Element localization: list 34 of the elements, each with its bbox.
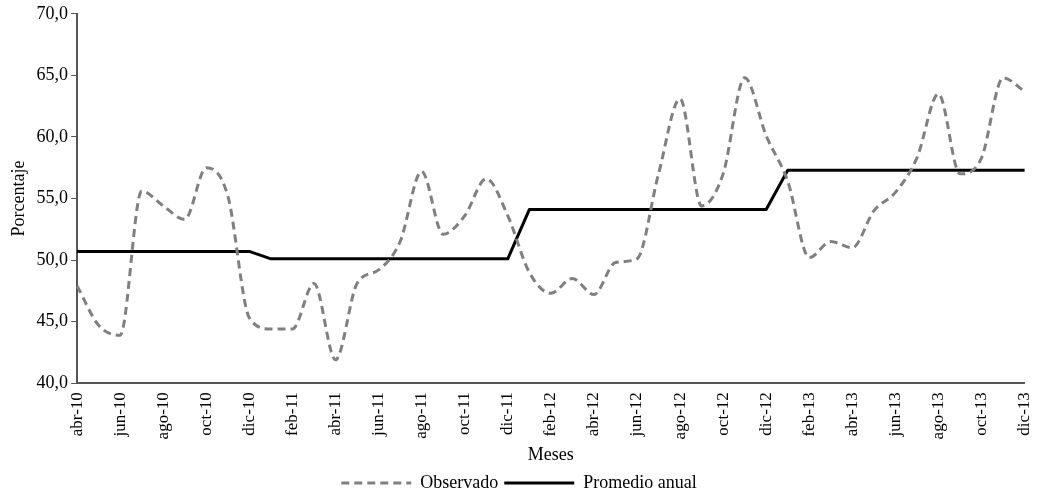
y-tick-label: 45,0 (36, 310, 69, 331)
x-tick-label: dic-11 (497, 392, 517, 436)
x-tick-label: feb-13 (798, 392, 818, 437)
legend-label: Observado (420, 471, 499, 492)
x-tick-label: dic-10 (238, 392, 258, 436)
x-tick-label: feb-11 (281, 392, 301, 436)
y-tick-label: 40,0 (36, 371, 69, 392)
x-tick-label: ago-10 (152, 392, 172, 440)
x-tick-label: jun-11 (368, 392, 388, 437)
x-tick-label: jun-12 (626, 392, 646, 438)
x-tick-label: ago-13 (927, 392, 947, 440)
legend-label: Promedio anual (583, 471, 697, 492)
y-tick-label: 50,0 (36, 248, 69, 269)
y-tick-label: 70,0 (36, 2, 69, 23)
x-tick-label: oct-13 (971, 392, 990, 436)
x-tick-label: abr-10 (66, 392, 86, 437)
x-tick-label: ago-12 (669, 392, 689, 440)
y-tick-label: 55,0 (36, 187, 69, 208)
y-tick-label: 60,0 (36, 125, 69, 146)
x-tick-label: dic-12 (755, 392, 775, 436)
x-tick-label: feb-12 (540, 392, 560, 437)
y-axis-title: Porcentaje (7, 160, 28, 237)
x-tick-label: abr-11 (324, 392, 344, 436)
x-tick-label: jun-10 (109, 392, 129, 438)
x-tick-label: oct-12 (712, 392, 732, 436)
x-tick-label: oct-10 (195, 392, 215, 436)
x-tick-label: jun-13 (884, 392, 904, 438)
x-tick-label: oct-11 (454, 392, 474, 436)
x-tick-label: ago-11 (411, 392, 431, 439)
y-tick-label: 65,0 (36, 64, 69, 85)
x-axis-title: Meses (527, 443, 574, 464)
x-tick-label: dic-13 (1014, 392, 1034, 436)
x-tick-label: abr-12 (583, 392, 603, 437)
x-tick-label: abr-13 (841, 392, 861, 437)
